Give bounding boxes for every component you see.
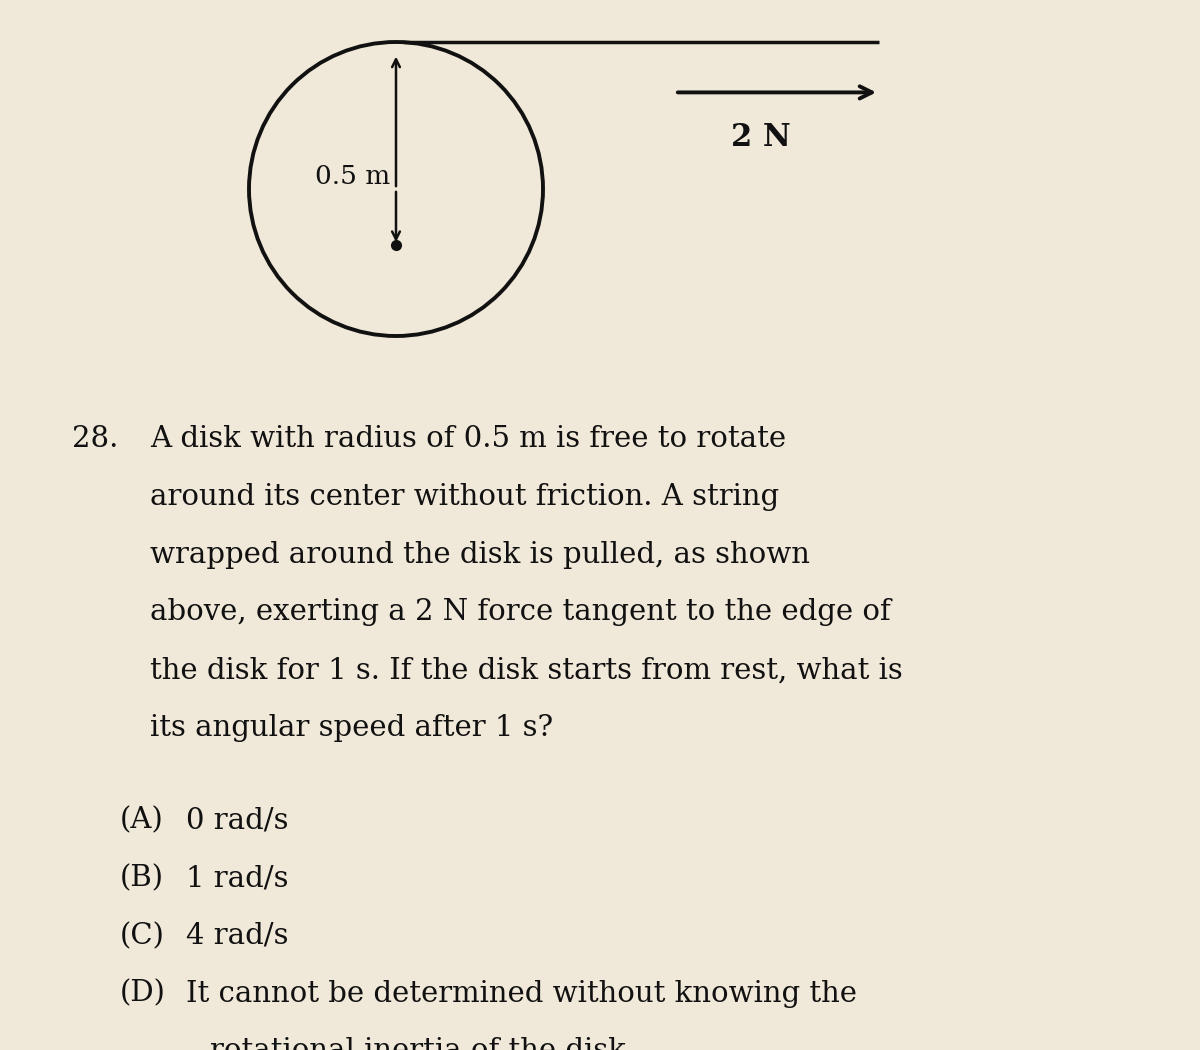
Text: (D): (D) — [120, 980, 166, 1008]
Text: around its center without friction. A string: around its center without friction. A st… — [150, 483, 779, 511]
Text: 4 rad/s: 4 rad/s — [186, 922, 288, 950]
Text: 0 rad/s: 0 rad/s — [186, 806, 288, 835]
Text: It cannot be determined without knowing the: It cannot be determined without knowing … — [186, 980, 857, 1008]
Text: 1 rad/s: 1 rad/s — [186, 864, 288, 892]
Text: 2 N: 2 N — [731, 122, 791, 153]
Text: (B): (B) — [120, 864, 164, 892]
Text: the disk for 1 s. If the disk starts from rest, what is: the disk for 1 s. If the disk starts fro… — [150, 656, 902, 685]
Text: 28.: 28. — [72, 425, 119, 454]
Text: rotational inertia of the disk.: rotational inertia of the disk. — [210, 1037, 635, 1050]
Text: above, exerting a 2 N force tangent to the edge of: above, exerting a 2 N force tangent to t… — [150, 598, 890, 627]
Text: A disk with radius of 0.5 m is free to rotate: A disk with radius of 0.5 m is free to r… — [150, 425, 786, 454]
Text: its angular speed after 1 s?: its angular speed after 1 s? — [150, 714, 553, 742]
Text: (A): (A) — [120, 806, 163, 835]
Text: 0.5 m: 0.5 m — [314, 164, 390, 189]
Text: (C): (C) — [120, 922, 164, 950]
Text: wrapped around the disk is pulled, as shown: wrapped around the disk is pulled, as sh… — [150, 541, 810, 569]
